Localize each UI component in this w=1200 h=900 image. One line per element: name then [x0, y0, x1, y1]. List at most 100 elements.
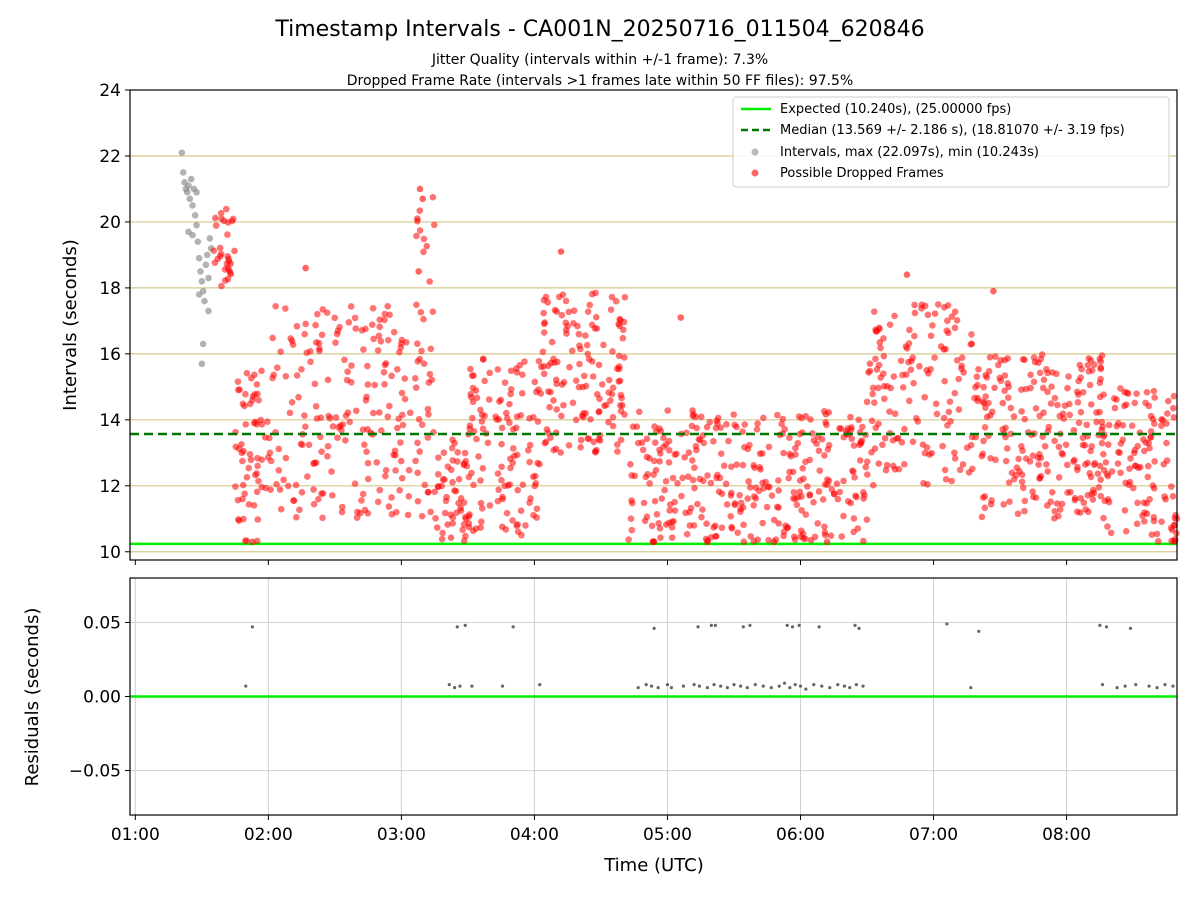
dropped-frame-point — [822, 411, 830, 418]
residual-point — [1134, 683, 1138, 687]
dropped-frame-point — [494, 497, 502, 505]
residual-point — [817, 625, 821, 629]
dropped-frame-point — [1143, 499, 1151, 507]
dropped-frame-point — [381, 310, 389, 318]
dropped-frame-point — [1170, 521, 1178, 529]
dropped-frame-point — [551, 359, 558, 366]
dropped-frame-point — [655, 520, 662, 527]
residual-point — [470, 684, 474, 688]
dropped-frame-point — [870, 308, 878, 315]
dropped-frame-point — [324, 442, 332, 450]
dropped-frame-point — [363, 448, 370, 455]
dropped-frame-point — [953, 316, 961, 324]
dropped-frame-point — [384, 413, 392, 420]
dropped-frame-point — [478, 518, 485, 525]
dropped-frame-point — [715, 488, 723, 496]
dropped-frame-point — [882, 466, 890, 474]
dropped-frame-point — [728, 525, 736, 532]
dropped-frame-point — [485, 396, 493, 403]
residual-point — [748, 623, 752, 628]
residual-point — [812, 683, 816, 687]
interval-point — [203, 251, 211, 259]
dropped-frame-point — [414, 469, 421, 477]
dropped-frame-point — [296, 506, 303, 514]
dropped-frame-point — [369, 321, 376, 328]
residual-point — [458, 684, 462, 688]
dropped-frame-point — [944, 421, 951, 429]
dropped-frame-point — [913, 414, 920, 422]
dropped-frame-point — [577, 444, 584, 451]
dropped-frame-point — [438, 535, 446, 543]
dropped-frame-point — [615, 363, 623, 370]
y-tick-label: 0.05 — [83, 613, 121, 633]
dropped-frame-point — [478, 505, 486, 512]
dropped-frame-point — [280, 476, 287, 484]
dropped-frame-point — [789, 468, 797, 476]
dropped-frame-point — [212, 222, 220, 229]
dropped-frame-point — [1086, 470, 1093, 477]
dropped-frame-point — [239, 400, 247, 408]
dropped-frame-point — [413, 340, 421, 347]
dropped-frame-point — [221, 277, 229, 284]
dropped-frame-point — [891, 312, 898, 320]
residual-point — [697, 684, 701, 688]
dropped-frame-point — [628, 499, 636, 507]
dropped-frame-point — [509, 459, 517, 467]
dropped-frame-point — [252, 471, 259, 479]
dropped-frame-point — [899, 384, 907, 391]
dropped-frame-point — [691, 464, 698, 471]
dropped-frame-point — [759, 450, 766, 457]
dropped-frame-point — [696, 475, 704, 483]
dropped-frame-point — [466, 511, 473, 518]
residual-point — [788, 686, 792, 690]
dropped-frame-point — [235, 445, 243, 453]
residual-point — [455, 625, 459, 629]
dropped-frame-point — [607, 397, 614, 404]
dropped-frame-point — [1146, 444, 1153, 452]
dropped-frame-point — [731, 501, 739, 509]
dropped-frame-point — [1048, 489, 1056, 496]
dropped-frame-point — [396, 486, 403, 494]
dropped-frame-point — [386, 402, 393, 410]
dropped-frame-point — [1042, 461, 1050, 468]
dropped-frame-point — [1100, 514, 1107, 522]
legend-intervals-swatch — [751, 148, 759, 156]
dropped-frame-point — [923, 444, 931, 451]
dropped-frame-point — [536, 460, 543, 468]
residual-point — [732, 683, 736, 687]
dropped-frame-point — [806, 491, 814, 498]
dropped-frame-point — [607, 306, 615, 313]
dropped-frame-point — [1066, 411, 1073, 419]
interval-point — [187, 175, 195, 183]
dropped-frame-point — [958, 354, 966, 361]
dropped-frame-point — [613, 441, 621, 448]
dropped-frame-point — [453, 509, 460, 516]
dropped-frame-point — [1059, 451, 1067, 458]
dropped-frame-point — [625, 536, 632, 543]
dropped-frame-point — [727, 513, 734, 520]
interval-point — [179, 169, 187, 176]
dropped-frame-point — [689, 476, 697, 484]
dropped-frame-point — [302, 320, 309, 328]
residuals-points — [244, 622, 1175, 691]
dropped-frame-point — [377, 337, 385, 345]
dropped-frame-point — [1153, 530, 1161, 538]
dropped-frame-point — [381, 316, 388, 324]
dropped-frame-point — [751, 493, 758, 500]
dropped-frame-point — [1113, 422, 1121, 430]
dropped-frame-point — [847, 499, 855, 507]
dropped-frame-point — [928, 449, 936, 457]
dropped-frame-point — [498, 440, 505, 448]
dropped-frame-point — [1132, 462, 1139, 470]
residual-point — [712, 683, 716, 687]
dropped-frame-point — [951, 449, 958, 457]
dropped-frame-point — [619, 334, 627, 342]
dropped-frame-point — [1126, 465, 1133, 472]
dropped-frame-point — [579, 383, 587, 391]
dropped-frame-point — [251, 391, 259, 398]
dropped-frame-point — [813, 440, 820, 447]
dropped-frame-point — [334, 434, 341, 442]
dropped-frame-point — [918, 305, 925, 312]
dropped-frame-point — [1097, 476, 1104, 484]
dropped-frame-point — [385, 336, 392, 344]
